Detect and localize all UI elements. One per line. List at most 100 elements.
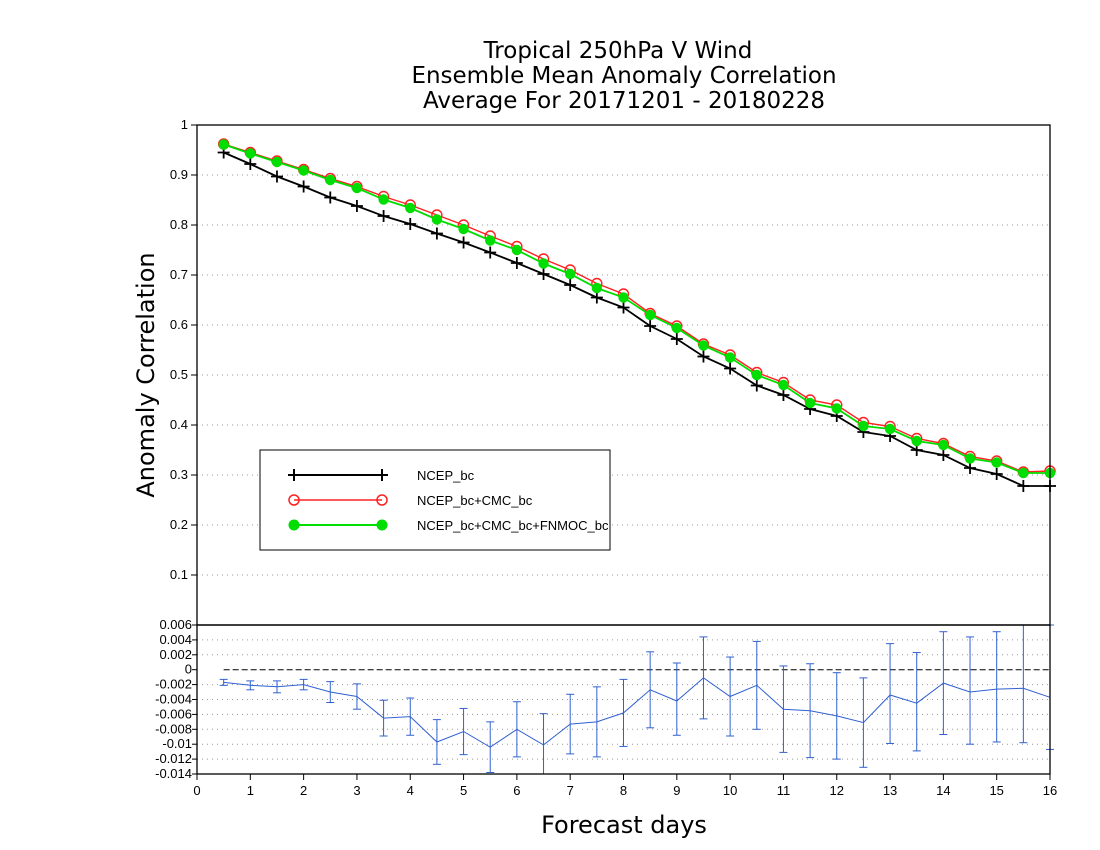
legend-label-ncep-cmc-fnmoc: NCEP_bc+CMC_bc+FNMOC_bc — [417, 518, 609, 533]
data-point-filled-circle — [298, 165, 309, 176]
series-line-0 — [223, 151, 1050, 487]
data-point-plus-marker — [617, 301, 630, 314]
series-line-1 — [223, 143, 1051, 473]
data-point-plus-marker — [404, 218, 417, 230]
data-point-plus-marker — [270, 170, 283, 183]
y-tick-label: 0.8 — [170, 217, 188, 232]
data-point-filled-circle — [644, 309, 656, 321]
data-point-plus-marker — [777, 389, 790, 401]
legend-filled-circle-marker-icon — [376, 519, 388, 531]
y-tick-label: 1 — [181, 117, 188, 132]
legend-plus-marker-icon — [288, 469, 388, 481]
y-tick-label: 0.7 — [170, 267, 188, 282]
x-tick-label: 3 — [353, 783, 360, 798]
y-axis-title: Anomaly Correlation — [132, 252, 160, 497]
x-tick-label: 5 — [460, 783, 467, 798]
difference-line — [223, 677, 1051, 748]
x-tick-label: 9 — [673, 783, 680, 798]
bottom-y-tick-label: 0 — [185, 662, 192, 677]
y-tick-label: 0.4 — [170, 417, 188, 432]
data-point-filled-circle — [245, 148, 256, 159]
x-tick-label: 15 — [989, 783, 1003, 798]
bottom-y-tick-label: -0.006 — [155, 706, 192, 721]
data-point-plus-marker — [724, 362, 737, 375]
axis-ticks: 0.10.20.30.40.50.60.70.80.91-0.014-0.012… — [155, 117, 1057, 798]
bottom-y-tick-label: 0.002 — [159, 647, 192, 662]
bottom-panel-difference-series — [219, 624, 1054, 774]
data-point-filled-circle — [511, 244, 523, 256]
data-point-plus-marker — [697, 350, 710, 363]
legend-open-circle-marker-icon — [288, 494, 300, 506]
x-tick-label: 10 — [723, 783, 737, 798]
x-tick-label: 6 — [513, 783, 520, 798]
x-tick-label: 13 — [883, 783, 897, 798]
data-point-filled-circle — [271, 156, 283, 168]
series-line-2 — [223, 143, 1050, 474]
data-point-plus-marker — [430, 227, 443, 240]
data-point-filled-circle — [378, 194, 389, 205]
x-tick-label: 0 — [193, 783, 200, 798]
bottom-y-tick-label: -0.01 — [162, 736, 192, 751]
data-point-plus-marker — [297, 180, 310, 193]
data-point-plus-marker — [457, 236, 470, 249]
data-point-filled-circle — [671, 322, 683, 334]
y-tick-label: 0.3 — [170, 467, 188, 482]
data-point-filled-circle — [751, 369, 762, 381]
data-point-plus-marker — [750, 379, 763, 392]
data-point-filled-circle — [538, 258, 549, 269]
y-tick-label: 0.2 — [170, 517, 188, 532]
data-point-filled-circle — [724, 352, 736, 363]
data-point-plus-marker — [670, 333, 683, 345]
data-point-filled-circle — [431, 214, 443, 225]
data-point-plus-marker — [990, 468, 1003, 480]
data-point-filled-circle — [458, 223, 469, 235]
y-tick-label: 0.1 — [170, 567, 188, 582]
x-tick-label: 1 — [247, 783, 254, 798]
data-point-plus-marker — [1017, 480, 1030, 492]
bottom-y-tick-label: 0.006 — [159, 617, 192, 632]
top-panel-series — [217, 138, 1056, 492]
data-point-plus-marker — [350, 200, 363, 212]
data-point-plus-marker — [964, 462, 977, 474]
bottom-y-tick-label: -0.002 — [155, 677, 192, 692]
data-point-filled-circle — [564, 268, 576, 280]
chart-title-line-2: Ensemble Mean Anomaly Correlation — [411, 63, 836, 89]
data-point-plus-marker — [937, 449, 950, 461]
x-tick-label: 12 — [830, 783, 844, 798]
data-point-filled-circle — [778, 379, 789, 391]
x-tick-label: 16 — [1043, 783, 1057, 798]
data-point-plus-marker — [537, 268, 550, 280]
y-tick-label: 0.9 — [170, 167, 188, 182]
data-point-plus-marker — [324, 191, 337, 204]
x-tick-label: 8 — [620, 783, 627, 798]
data-point-plus-marker — [377, 210, 390, 222]
x-tick-label: 2 — [300, 783, 307, 798]
data-point-filled-circle — [405, 202, 416, 214]
chart-title-line-1: Tropical 250hPa V Wind — [483, 38, 753, 64]
data-point-filled-circle — [911, 435, 922, 447]
legend-label-ncep-cmc: NCEP_bc+CMC_bc — [417, 493, 533, 508]
x-tick-label: 11 — [777, 783, 791, 798]
data-point-filled-circle — [964, 453, 976, 464]
bottom-y-tick-label: -0.012 — [155, 751, 192, 766]
legend-open-circle-marker-icon — [376, 494, 388, 506]
x-tick-label: 14 — [936, 783, 950, 798]
legend-box — [259, 449, 611, 551]
x-tick-label: 4 — [407, 783, 414, 798]
y-tick-label: 0.5 — [170, 367, 188, 382]
data-point-filled-circle — [858, 420, 869, 432]
legend-filled-circle-marker-icon — [288, 519, 300, 531]
x-axis-title: Forecast days — [541, 811, 707, 839]
data-point-filled-circle — [351, 182, 363, 194]
bottom-y-tick-label: -0.004 — [155, 692, 192, 707]
x-tick-label: 7 — [567, 783, 574, 798]
data-point-filled-circle — [1018, 467, 1029, 479]
bottom-panel-gridlines — [197, 639, 1050, 760]
legend: NCEP_bc NCEP_bc+CMC_bc NCEP_bc+CMC_bc+FN… — [259, 449, 611, 551]
chart-title-line-3: Average For 20171201 - 20180228 — [423, 88, 825, 114]
data-point-plus-marker — [244, 158, 257, 170]
legend-label-ncep: NCEP_bc — [417, 468, 475, 483]
data-point-filled-circle — [884, 423, 896, 435]
data-point-filled-circle — [938, 439, 949, 451]
